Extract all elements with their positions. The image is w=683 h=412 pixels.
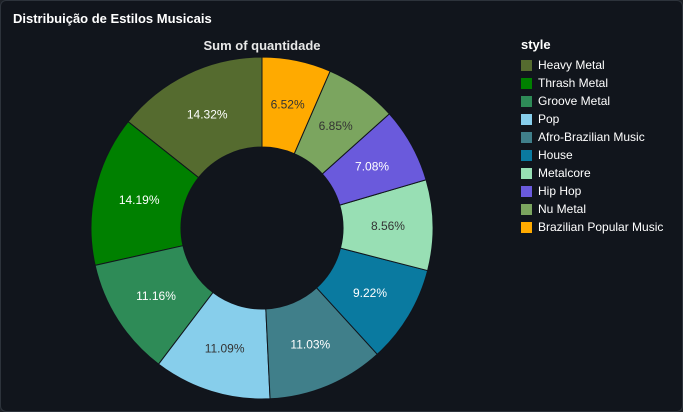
legend: style Heavy Metal Thrash Metal Groove Meta…: [521, 37, 663, 236]
slice-labels-group: 14.32% 14.19% 11.16% 11.09% 11.03% 9.22% 8.56%…: [119, 98, 405, 356]
legend-swatch: [521, 185, 532, 197]
legend-label: Groove Metal: [538, 94, 611, 108]
legend-label: Pop: [538, 112, 560, 126]
legend-items: Heavy Metal Thrash Metal Groove Metal Pop Af…: [521, 56, 663, 236]
legend-label: Heavy Metal: [538, 58, 605, 72]
slice-label: 6.85%: [319, 119, 353, 133]
legend-swatch: [521, 221, 532, 233]
legend-swatch: [521, 77, 532, 89]
legend-label: House: [538, 148, 573, 162]
legend-item[interactable]: Pop: [521, 110, 663, 128]
legend-swatch: [521, 59, 532, 71]
legend-label: Afro-Brazilian Music: [538, 130, 645, 144]
slice-label: 14.32%: [187, 108, 228, 122]
legend-item[interactable]: Afro-Brazilian Music: [521, 128, 663, 146]
legend-item[interactable]: Brazilian Popular Music: [521, 218, 663, 236]
legend-swatch: [521, 113, 532, 125]
slice-brazilian-popular-music[interactable]: [261, 56, 331, 155]
slice-label: 6.52%: [271, 98, 305, 112]
slice-label: 7.08%: [355, 160, 389, 174]
slice-label: 11.03%: [290, 337, 330, 351]
legend-swatch: [521, 203, 532, 215]
legend-item[interactable]: Heavy Metal: [521, 56, 663, 74]
legend-item[interactable]: Metalcore: [521, 164, 663, 182]
slice-label: 8.56%: [371, 219, 405, 233]
legend-label: Brazilian Popular Music: [538, 220, 664, 234]
legend-item[interactable]: Groove Metal: [521, 92, 663, 110]
card-title: Distribuição de Estilos Musicais: [13, 11, 212, 26]
legend-label: Nu Metal: [538, 202, 587, 216]
legend-item[interactable]: House: [521, 146, 663, 164]
slice-heavy-metal[interactable]: [127, 56, 263, 179]
legend-item[interactable]: Thrash Metal: [521, 74, 663, 92]
slice-label: 11.09%: [205, 341, 245, 355]
slice-label: 14.19%: [119, 193, 160, 207]
slice-label: 11.16%: [136, 289, 176, 303]
legend-label: Hip Hop: [538, 184, 582, 198]
legend-label: Metalcore: [538, 166, 591, 180]
legend-swatch: [521, 95, 532, 107]
legend-title: style: [521, 37, 551, 52]
legend-swatch: [521, 167, 532, 179]
slices-group: [90, 56, 434, 400]
legend-label: Thrash Metal: [538, 76, 609, 90]
slice-label: 9.22%: [353, 286, 387, 300]
legend-item[interactable]: Hip Hop: [521, 182, 663, 200]
legend-item[interactable]: Nu Metal: [521, 200, 663, 218]
chart-subtitle: Sum of quantidade: [203, 38, 321, 53]
legend-swatch: [521, 149, 532, 161]
legend-swatch: [521, 131, 532, 143]
